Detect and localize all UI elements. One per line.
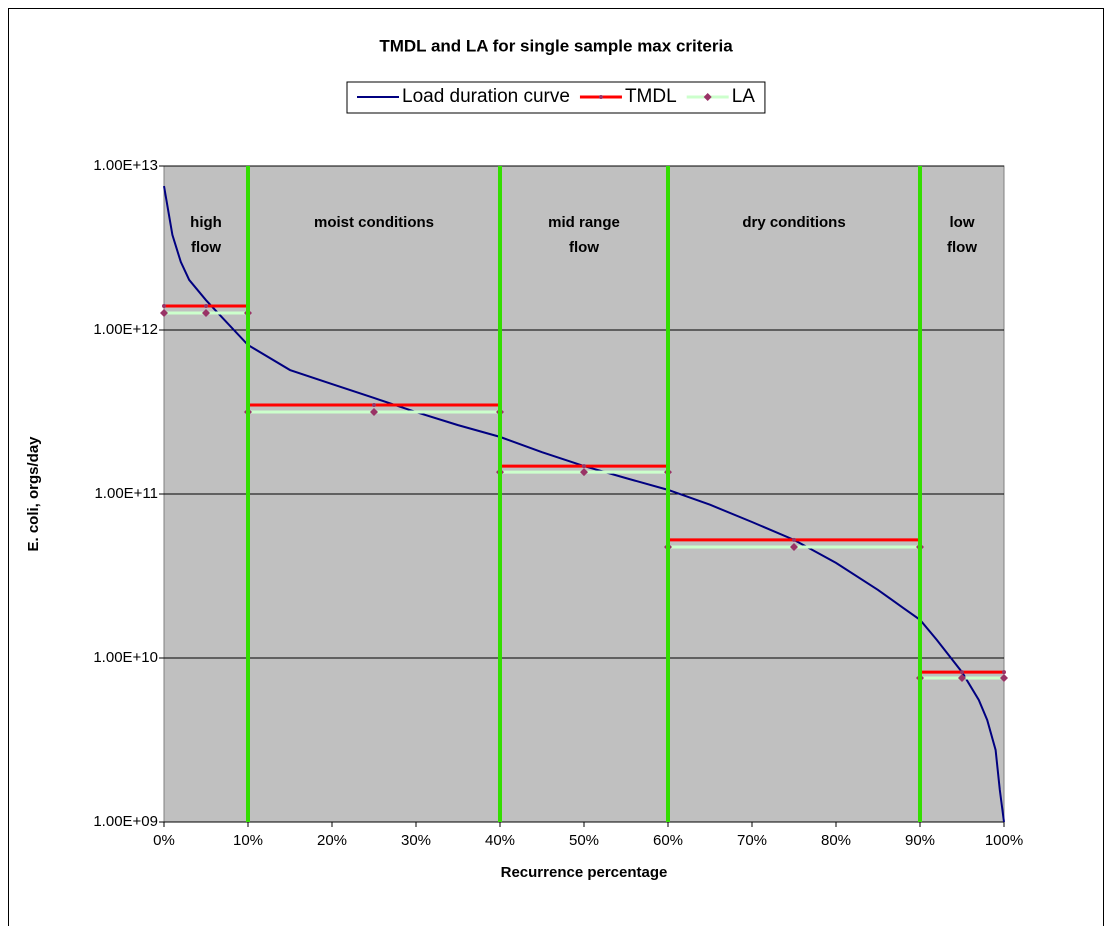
x-tick-label: 50% — [569, 832, 599, 849]
marker — [1002, 670, 1006, 675]
marker — [580, 468, 588, 477]
zone-label: moist conditions — [314, 214, 434, 231]
zone-label: high — [190, 214, 222, 231]
x-tick-label: 30% — [401, 832, 431, 849]
legend-label: LA — [732, 86, 756, 107]
zone-label: mid range — [548, 214, 620, 231]
legend-marker — [703, 93, 712, 101]
y-tick-label: 1.00E+09 — [93, 813, 158, 830]
y-tick-label: 1.00E+12 — [93, 321, 158, 338]
chart-title: TMDL and LA for single sample max criter… — [379, 36, 733, 55]
marker — [370, 408, 378, 417]
x-tick-label: 90% — [905, 832, 935, 849]
zone-label: flow — [569, 239, 599, 256]
x-tick-label: 80% — [821, 832, 851, 849]
x-tick-label: 0% — [153, 832, 175, 849]
x-axis-label: Recurrence percentage — [501, 864, 668, 881]
zone-label: flow — [191, 239, 221, 256]
zone-label: flow — [947, 239, 977, 256]
x-tick-label: 70% — [737, 832, 767, 849]
y-tick-label: 1.00E+13 — [93, 157, 158, 174]
marker — [204, 304, 208, 309]
marker — [960, 670, 964, 675]
zone-label: dry conditions — [742, 214, 845, 231]
marker — [372, 402, 376, 407]
legend: Load duration curve TMDL LA — [346, 81, 766, 114]
marker — [790, 543, 798, 552]
marker — [792, 537, 796, 542]
marker — [160, 308, 168, 317]
x-tick-label: 40% — [485, 832, 515, 849]
chart-border — [8, 8, 1104, 926]
x-tick-label: 20% — [317, 832, 347, 849]
legend-label: TMDL — [625, 86, 677, 107]
y-tick-label: 1.00E+10 — [93, 649, 158, 666]
y-axis-label: E. coli, orgs/day — [25, 436, 42, 552]
marker — [582, 464, 586, 469]
marker — [958, 674, 966, 683]
marker — [202, 308, 210, 317]
marker — [162, 304, 166, 309]
legend-label: Load duration curve — [402, 86, 570, 107]
y-tick-label: 1.00E+11 — [94, 485, 158, 502]
legend-marker — [598, 95, 603, 99]
zone-label: low — [950, 214, 975, 231]
x-tick-label: 10% — [233, 832, 263, 849]
x-tick-label: 100% — [985, 832, 1023, 849]
marker — [1000, 674, 1008, 683]
x-tick-label: 60% — [653, 832, 683, 849]
